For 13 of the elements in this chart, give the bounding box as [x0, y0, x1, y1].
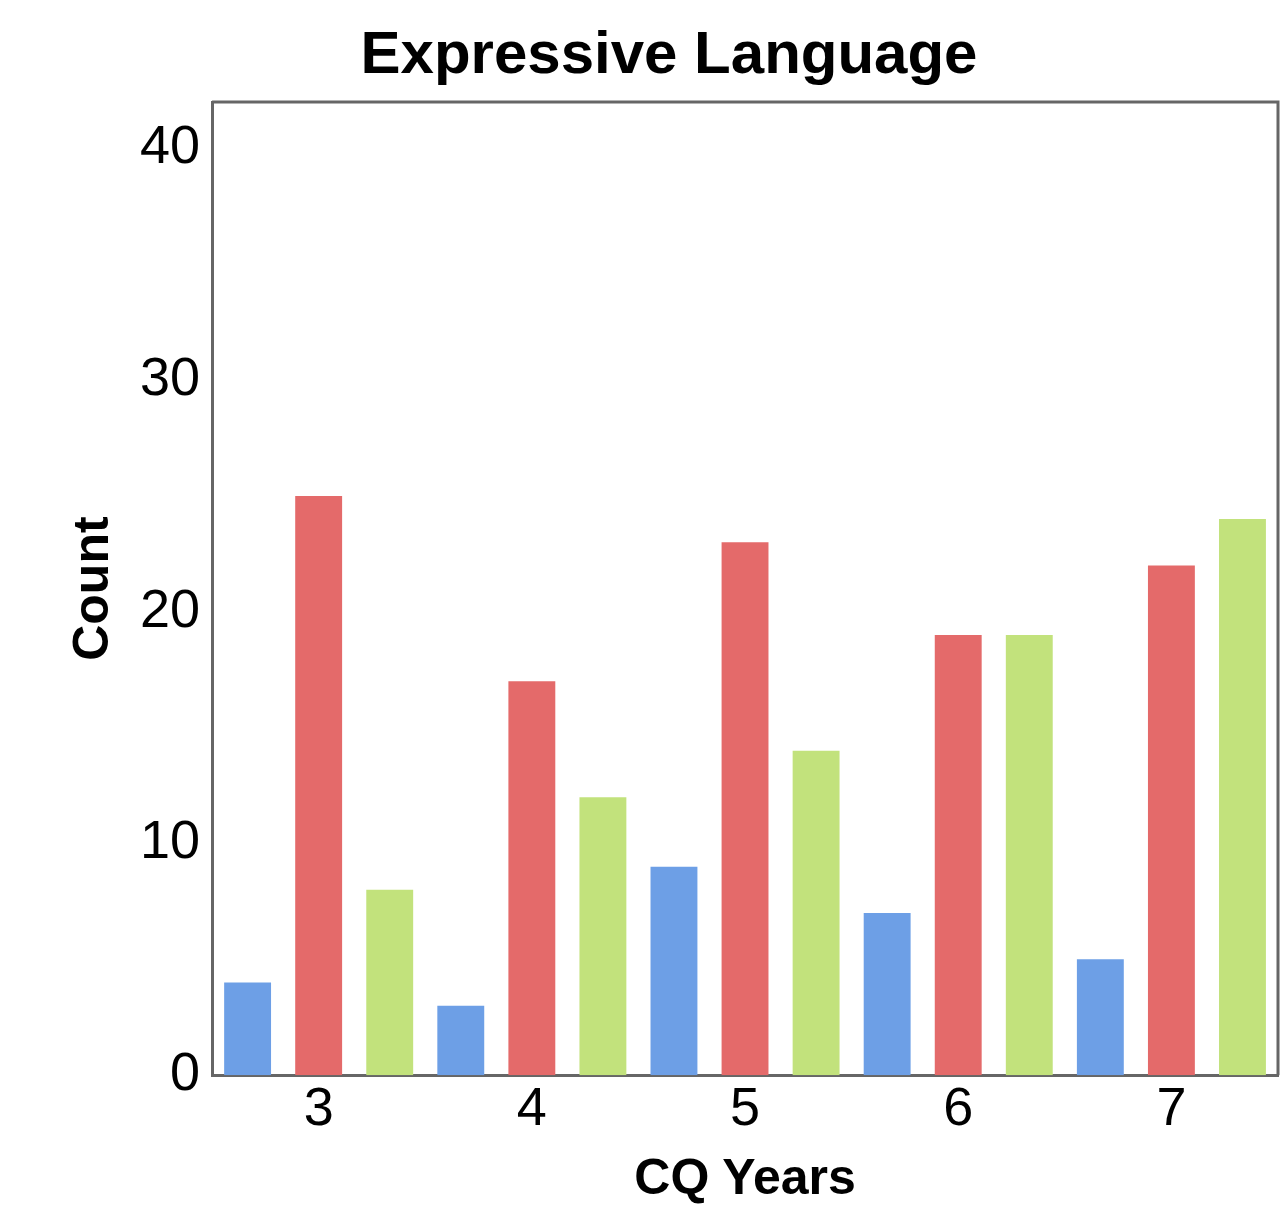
y-axis-title: Count — [62, 516, 119, 661]
x-tick-label: 3 — [303, 1076, 334, 1137]
x-tick-label: 7 — [1156, 1076, 1187, 1137]
y-tick-label: 30 — [139, 345, 201, 406]
y-tick-label: 20 — [139, 577, 201, 638]
x-tick-label: 4 — [516, 1076, 547, 1137]
x-tick-label: 5 — [730, 1076, 761, 1137]
y-tick-label: 40 — [139, 114, 201, 175]
y-tick-label: 0 — [170, 1041, 201, 1102]
x-axis-title: CQ Years — [634, 1148, 856, 1205]
x-tick-label: 6 — [943, 1076, 974, 1137]
y-tick-label: 10 — [139, 809, 201, 870]
chart-title: Expressive Language — [360, 18, 978, 86]
